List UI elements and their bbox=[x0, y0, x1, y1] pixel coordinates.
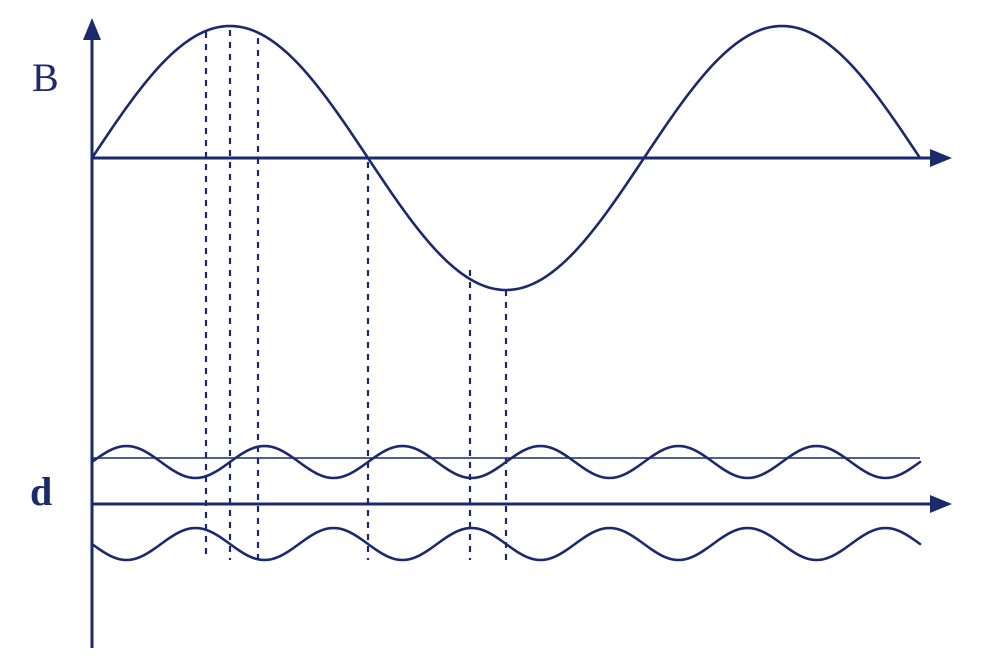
diagram-svg bbox=[0, 0, 1000, 666]
axis-label-d: d bbox=[30, 472, 52, 512]
axis-label-b: B bbox=[32, 58, 59, 98]
diagram-stage: B d bbox=[0, 0, 1000, 666]
